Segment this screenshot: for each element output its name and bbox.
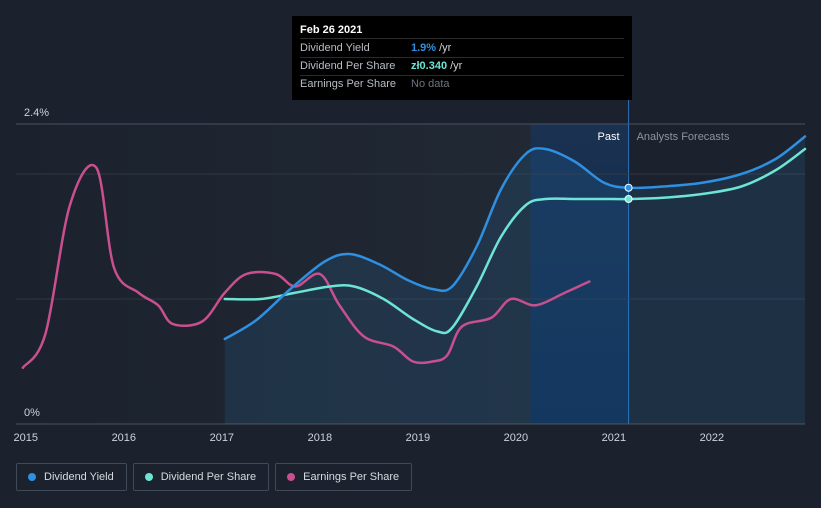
legend-item-earnings-per-share[interactable]: Earnings Per Share — [275, 463, 413, 491]
legend-item-dividend-per-share[interactable]: Dividend Per Share — [132, 463, 270, 491]
tooltip: Feb 26 2021 Dividend Yield 1.9% /yr Divi… — [292, 16, 632, 100]
x-tick-label: 2015 — [14, 432, 38, 444]
legend-label: Dividend Per Share — [160, 471, 257, 483]
x-tick-label: 2016 — [112, 432, 136, 444]
legend-label: Earnings Per Share — [303, 471, 400, 483]
tooltip-unit: /yr — [450, 60, 463, 72]
dividend-per-share-marker — [624, 195, 633, 203]
legend-dot-icon — [287, 473, 296, 481]
tooltip-value: zł0.340 — [411, 60, 448, 72]
forecast-label: Analysts Forecasts — [637, 131, 730, 143]
tooltip-row-earnings-per-share: Earnings Per Share No data — [300, 76, 624, 93]
earnings-per-share-line — [21, 163, 591, 369]
x-tick-label: 2017 — [210, 432, 234, 444]
y-axis-label-bottom: 0% — [24, 407, 40, 419]
x-tick-label: 2019 — [406, 432, 430, 444]
x-tick-label: 2018 — [308, 432, 332, 444]
tooltip-row-dividend-yield: Dividend Yield 1.9% /yr — [300, 40, 624, 58]
tooltip-label: Dividend Yield — [300, 42, 370, 54]
tooltip-nodata: No data — [411, 78, 450, 90]
tooltip-unit: /yr — [439, 42, 452, 54]
x-tick-label: 2020 — [504, 432, 528, 444]
legend-dot-icon — [28, 473, 36, 481]
tooltip-label: Earnings Per Share — [300, 78, 396, 90]
legend-label: Dividend Yield — [44, 471, 114, 483]
legend-item-dividend-yield[interactable]: Dividend Yield — [16, 463, 127, 491]
x-tick-label: 2022 — [700, 432, 724, 444]
x-tick-label: 2021 — [602, 432, 626, 444]
tooltip-label: Dividend Per Share — [300, 60, 396, 72]
dividend-per-share-line — [223, 147, 807, 335]
dividend-yield-line — [223, 135, 807, 341]
tooltip-value: 1.9% — [411, 42, 437, 54]
tooltip-date: Feb 26 2021 — [300, 22, 624, 39]
dividend-yield-marker — [624, 183, 633, 192]
legend-dot-icon — [144, 473, 153, 481]
dividend-yield-area — [224, 136, 805, 424]
legend: Dividend Yield Dividend Per Share Earnin… — [16, 463, 413, 491]
tooltip-row-dividend-per-share: Dividend Per Share zł0.340 /yr — [300, 58, 624, 76]
past-label: Past — [598, 131, 620, 143]
y-axis-label-top: 2.4% — [24, 107, 49, 119]
